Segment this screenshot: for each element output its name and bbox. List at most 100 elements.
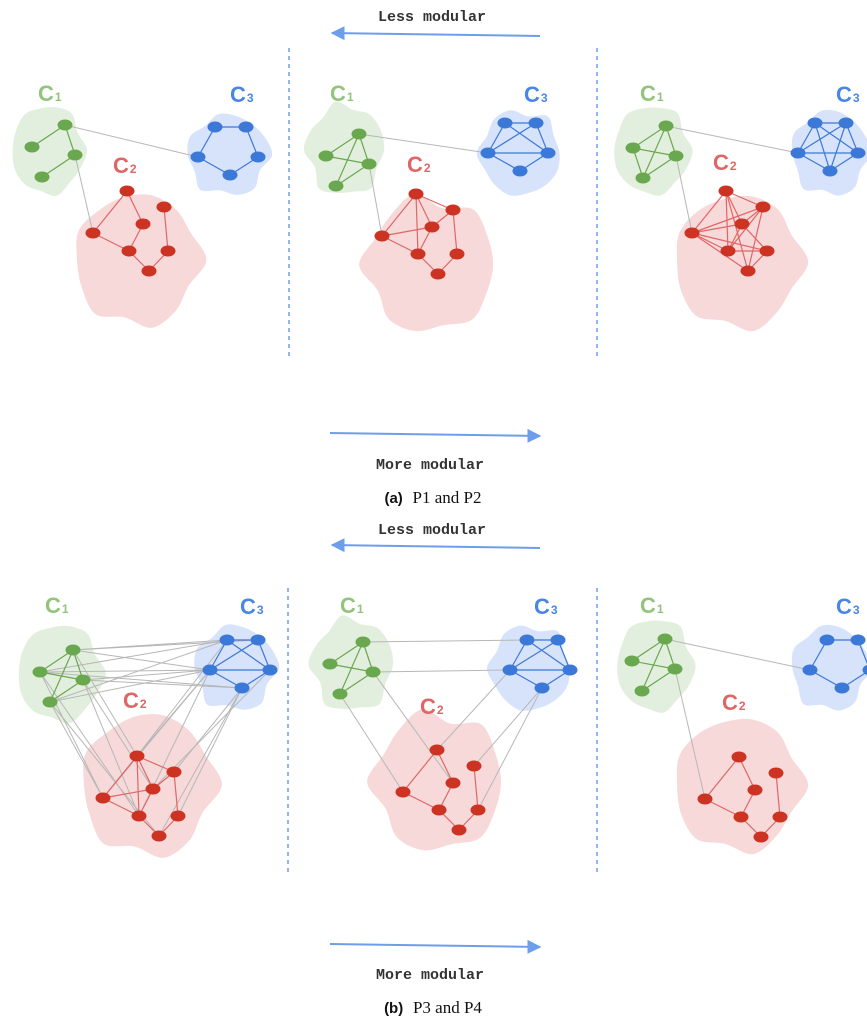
network-node bbox=[512, 165, 528, 177]
network-node bbox=[470, 804, 486, 816]
network-node bbox=[219, 634, 235, 646]
network-node bbox=[862, 664, 867, 676]
network-node bbox=[519, 634, 535, 646]
less-modular-arrow bbox=[330, 538, 541, 553]
intra-community-edge bbox=[335, 133, 360, 187]
network-node bbox=[190, 151, 206, 163]
caption-b-letter: (b) bbox=[384, 1000, 403, 1017]
network-node bbox=[431, 804, 447, 816]
more-modular-arrow bbox=[329, 939, 542, 954]
community-label-c2: C2 bbox=[113, 153, 137, 178]
intra-community-edge bbox=[126, 190, 144, 225]
intra-community-edge bbox=[136, 755, 154, 790]
network-node bbox=[119, 185, 135, 197]
caption-b-text: P3 and P4 bbox=[413, 998, 482, 1017]
network-node bbox=[759, 245, 775, 257]
network-node bbox=[34, 171, 50, 183]
community-label-c3: C3 bbox=[230, 82, 254, 107]
network-node bbox=[24, 141, 40, 153]
inter-community-edge bbox=[362, 639, 528, 643]
community-region-c2 bbox=[76, 194, 207, 328]
network-node bbox=[207, 121, 223, 133]
network-node bbox=[145, 783, 161, 795]
inter-community-edge bbox=[674, 668, 706, 800]
intra-community-edge bbox=[102, 755, 138, 799]
network-node bbox=[374, 230, 390, 242]
community-region-c1 bbox=[308, 615, 394, 710]
intra-community-edge bbox=[209, 639, 259, 671]
intra-community-edge bbox=[487, 122, 537, 154]
inter-community-edge bbox=[358, 133, 489, 154]
network-node bbox=[480, 147, 496, 159]
network-node bbox=[408, 188, 424, 200]
inter-community-edge bbox=[39, 639, 228, 673]
network-node bbox=[734, 218, 750, 230]
community-region-c2 bbox=[676, 195, 809, 332]
inter-community-edge bbox=[72, 649, 211, 671]
intra-community-edge bbox=[381, 193, 417, 237]
intra-community-edge bbox=[691, 206, 764, 234]
community-label-c2: C2 bbox=[713, 150, 737, 175]
inter-community-edge bbox=[82, 679, 154, 790]
network-b-high: C1 C3 C2 bbox=[617, 593, 867, 855]
network-node bbox=[429, 744, 445, 756]
intra-community-edge bbox=[509, 639, 559, 671]
network-node bbox=[635, 172, 651, 184]
network-node bbox=[807, 117, 823, 129]
network-node bbox=[322, 658, 338, 670]
network-b-mid: C1 C3 C2 bbox=[308, 593, 578, 851]
network-node bbox=[75, 674, 91, 686]
network-node bbox=[351, 128, 367, 140]
network-node bbox=[720, 245, 736, 257]
network-node bbox=[332, 688, 348, 700]
intra-community-edge bbox=[102, 788, 154, 799]
inter-community-edge bbox=[136, 639, 228, 757]
intra-community-edge bbox=[92, 190, 128, 234]
intra-community-edge bbox=[163, 206, 169, 252]
network-node bbox=[170, 810, 186, 822]
inter-community-edge bbox=[158, 687, 243, 837]
intra-community-edge bbox=[797, 122, 847, 154]
intra-community-edge bbox=[436, 749, 454, 784]
intra-community-edge bbox=[452, 209, 458, 255]
panel-b: Less modular C1 C3 C2 C1 C3 C2 C1 C3 C2 More m… bbox=[18, 522, 867, 1017]
community-region-c2 bbox=[367, 709, 501, 851]
network-node bbox=[365, 666, 381, 678]
network-node bbox=[250, 151, 266, 163]
intra-community-edge bbox=[642, 125, 667, 179]
community-label-c1: C1 bbox=[45, 593, 69, 618]
inter-community-edge bbox=[82, 669, 211, 681]
intra-community-edge bbox=[691, 232, 768, 252]
network-node bbox=[802, 664, 818, 676]
network-node bbox=[445, 204, 461, 216]
community-label-c3: C3 bbox=[524, 82, 548, 107]
network-node bbox=[466, 760, 482, 772]
community-region-c3 bbox=[187, 113, 273, 195]
inter-community-edge bbox=[675, 155, 693, 234]
community-label-c2: C2 bbox=[123, 688, 147, 713]
network-b-low: C1 C3 C2 bbox=[18, 593, 280, 858]
less-modular-label: Less modular bbox=[378, 9, 486, 26]
network-node bbox=[540, 147, 556, 159]
network-a-mid: C1 C3 C2 bbox=[303, 81, 560, 332]
inter-community-edge bbox=[473, 687, 543, 767]
more-modular-label: More modular bbox=[376, 967, 484, 984]
network-node bbox=[42, 696, 58, 708]
community-label-c2: C2 bbox=[722, 690, 746, 715]
intra-community-edge bbox=[814, 122, 831, 172]
network-node bbox=[85, 227, 101, 239]
network-node bbox=[160, 245, 176, 257]
network-node bbox=[667, 663, 683, 675]
intra-community-edge bbox=[814, 122, 859, 154]
intra-community-edge bbox=[641, 638, 666, 692]
inter-community-edge bbox=[436, 669, 511, 751]
network-node bbox=[355, 636, 371, 648]
network-node bbox=[135, 218, 151, 230]
network-node bbox=[395, 786, 411, 798]
more-modular-label: More modular bbox=[376, 457, 484, 474]
network-node bbox=[502, 664, 518, 676]
network-node bbox=[250, 634, 266, 646]
community-label-c2: C2 bbox=[420, 694, 444, 719]
intra-community-edge bbox=[691, 232, 749, 272]
